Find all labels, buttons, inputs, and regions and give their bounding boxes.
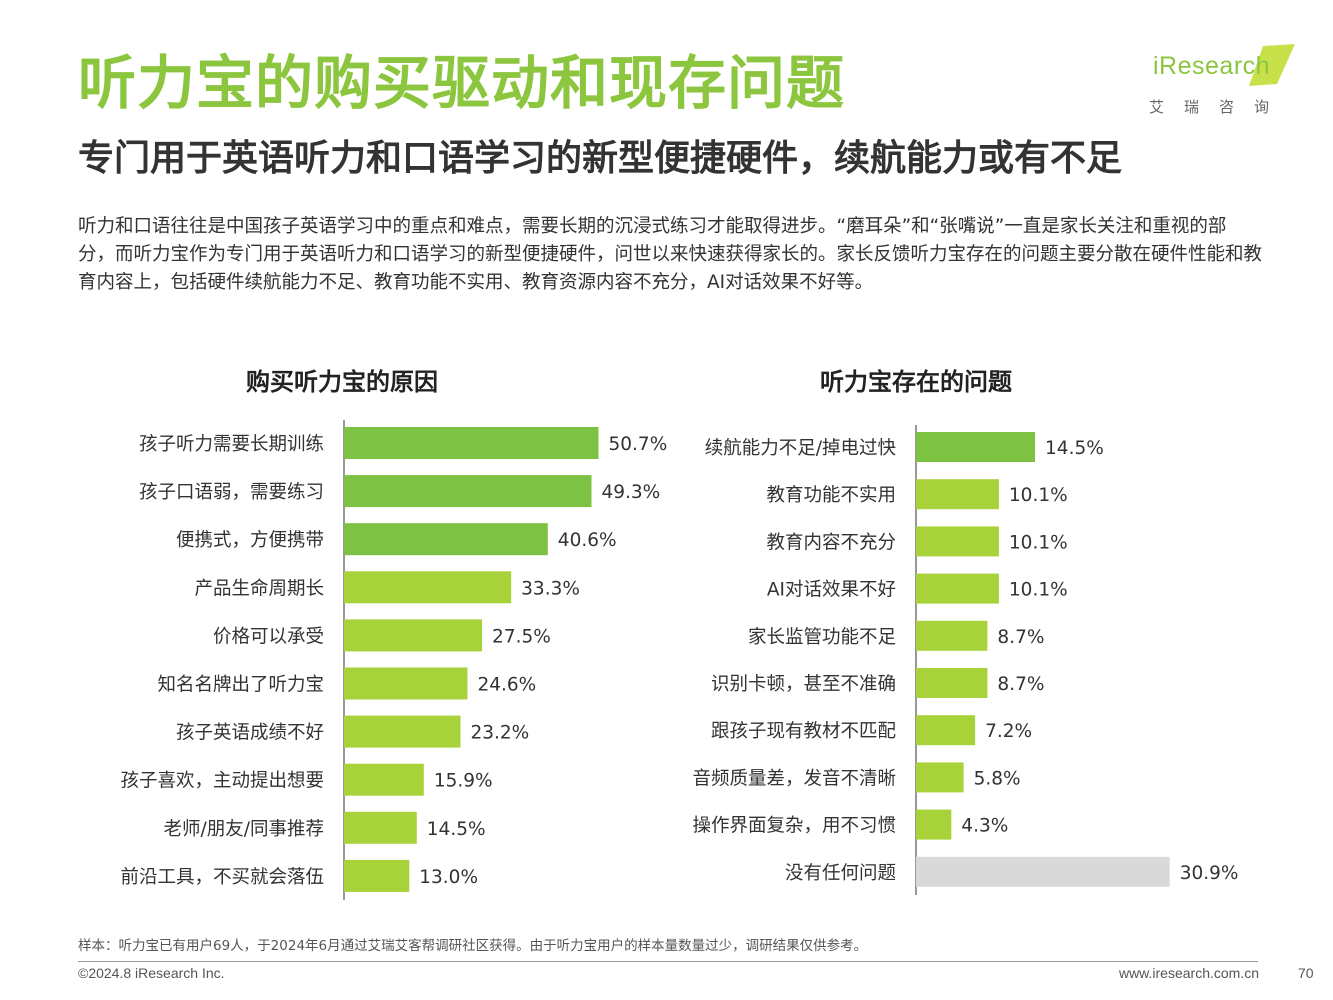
bar [344,763,424,796]
bar [916,668,988,698]
category-label: AI对话效果不好 [767,580,896,601]
data-label: 14.5% [1045,438,1104,459]
page-title: 听力宝的购买驱动和现存问题 [78,49,846,117]
bar [344,427,599,459]
bar [916,809,952,840]
bar [916,479,999,510]
bar [344,859,410,892]
category-label: 知名名牌出了听力宝 [157,675,324,696]
sample-footnote: 样本：听力宝已有用户69人，于2024年6月通过艾瑞艾客帮调研社区获得。由于听力… [78,938,868,954]
data-label: 27.5% [492,626,551,647]
bar [344,811,417,844]
category-label: 老师/朋友/同事推荐 [164,819,324,840]
bar [916,526,999,557]
page-subtitle: 专门用于英语听力和口语学习的新型便捷硬件，续航能力或有不足 [78,138,1123,179]
category-label: 跟孩子现有教材不匹配 [711,721,896,742]
data-label: 50.7% [609,434,668,455]
data-label: 30.9% [1180,863,1239,884]
chart-reasons: 孩子听力需要长期训练 50.7% 孩子口语弱，需要练习 49.3% 便携式，方便携带 40… [120,420,667,900]
footer-divider [78,961,1258,962]
logo-subtext: 艾瑞咨询 [1149,98,1290,116]
data-label: 4.3% [961,816,1008,837]
category-label: 续航能力不足/掉电过快 [705,438,896,459]
data-label: 23.2% [470,723,529,744]
website-link[interactable]: www.iresearch.com.cn [1118,965,1259,981]
category-label: 识别卡顿，甚至不准确 [711,674,896,695]
category-label: 价格可以承受 [213,626,324,647]
category-label: 孩子听力需要长期训练 [139,434,324,455]
bar [916,432,1036,462]
data-label: 8.7% [997,674,1044,695]
category-label: 家长监管功能不足 [748,627,896,648]
category-label: 便携式，方便携带 [176,530,324,551]
data-label: 8.7% [997,627,1044,648]
category-label: 音频质量差，发音不清晰 [692,768,896,789]
page-number: 70 [1298,965,1314,981]
data-label: 24.6% [477,675,536,696]
bar [344,523,548,556]
category-label: 教育功能不实用 [766,485,896,506]
data-label: 40.6% [558,530,617,551]
category-label: 操作界面复杂，用不习惯 [692,816,896,837]
chart-title-problems: 听力宝存在的问题 [820,368,1012,396]
bar [916,856,1170,887]
copyright: ©2024.8 iResearch Inc. [78,965,225,981]
data-label: 5.8% [974,768,1021,789]
data-label: 14.5% [427,819,486,840]
category-label: 教育内容不充分 [766,532,896,553]
bar [916,762,964,793]
bar [344,475,592,508]
bar [344,715,461,748]
category-label: 孩子喜欢，主动提出想要 [120,771,324,792]
chart-problems: 续航能力不足/掉电过快 14.5% 教育功能不实用 10.1% 教育内容不充分 10.1%… [692,425,1238,895]
chart-title-reasons: 购买听力宝的原因 [246,368,438,396]
data-label: 15.9% [434,771,493,792]
logo-brand: iResearch [1153,52,1271,80]
bar [916,620,988,651]
data-label: 33.3% [521,578,580,599]
data-label: 7.2% [985,721,1032,742]
bar [344,667,468,700]
iresearch-logo: iResearch 艾瑞咨询 [1145,42,1305,122]
bar [916,573,999,604]
category-label: 没有任何问题 [785,863,896,884]
data-label: 49.3% [601,482,660,503]
data-label: 10.1% [1009,580,1068,601]
data-label: 10.1% [1009,485,1068,506]
category-label: 孩子英语成绩不好 [176,723,324,744]
data-label: 13.0% [419,867,478,888]
bar [916,715,976,746]
data-label: 10.1% [1009,532,1068,553]
category-label: 产品生命周期长 [194,578,324,599]
category-label: 孩子口语弱，需要练习 [139,482,324,503]
category-label: 前沿工具，不买就会落伍 [120,867,324,888]
bar [344,571,512,604]
logo-badge [1151,44,1295,88]
page-description: 听力和口语往往是中国孩子英语学习中的重点和难点，需要长期的沉浸式练习才能取得进步… [78,216,1263,293]
bar [344,619,483,652]
